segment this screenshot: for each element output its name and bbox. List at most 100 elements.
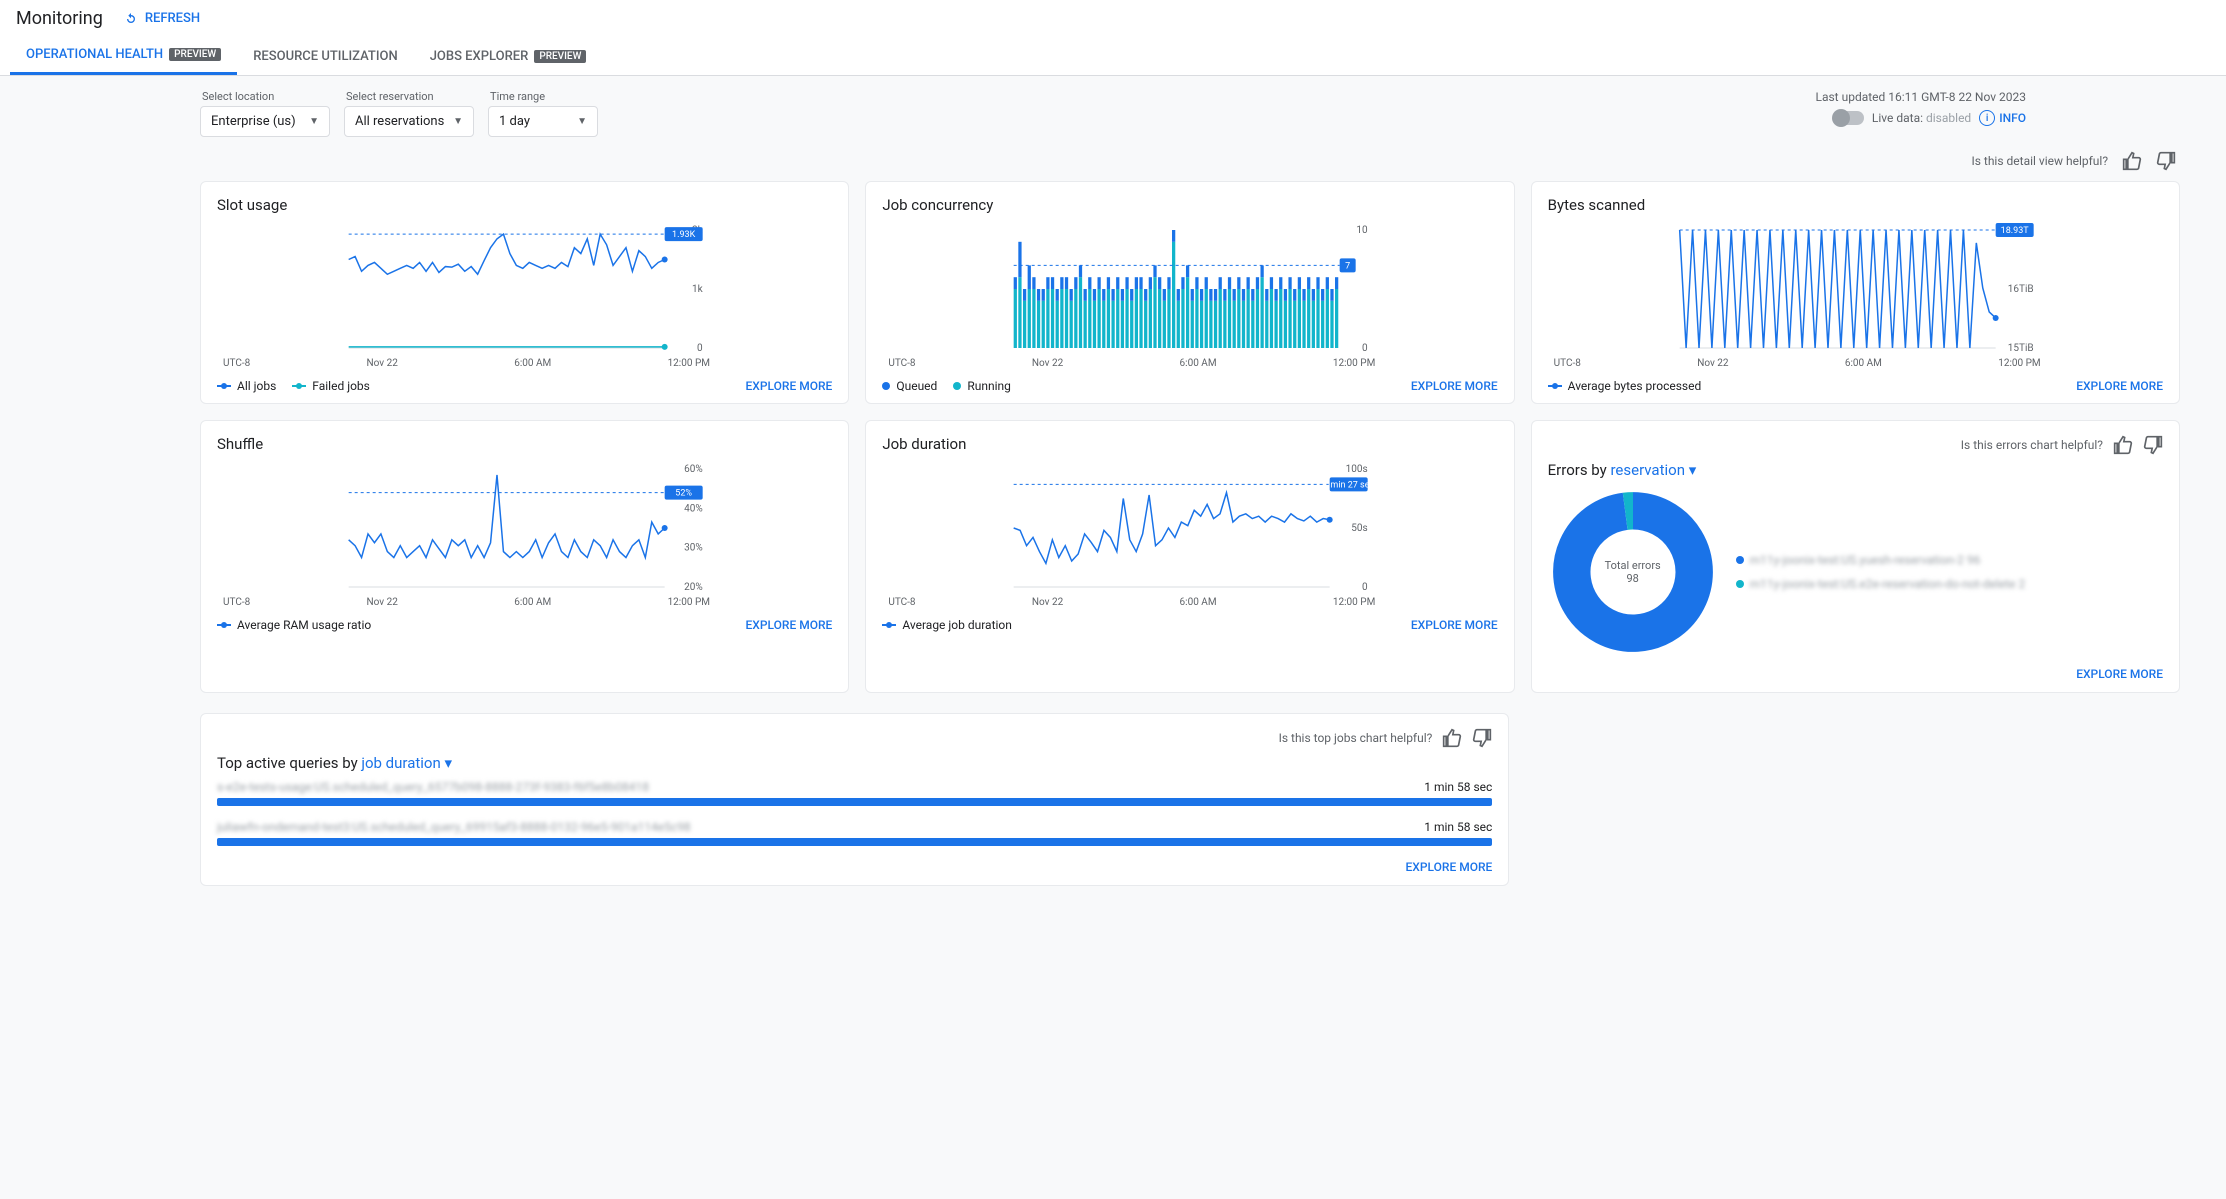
tab-jobs-explorer[interactable]: JOBS EXPLORER PREVIEW bbox=[414, 37, 603, 75]
query-duration: 1 min 58 sec bbox=[1424, 820, 1492, 834]
explore-more-link[interactable]: EXPLORE MORE bbox=[2076, 667, 2163, 681]
explore-more-link[interactable]: EXPLORE MORE bbox=[746, 618, 833, 632]
time-range-label: Time range bbox=[488, 90, 598, 103]
info-button[interactable]: i INFO bbox=[1979, 110, 2026, 126]
errors-donut-chart: Total errors 98 bbox=[1548, 487, 1718, 657]
donut-center-value: 98 bbox=[1626, 572, 1638, 585]
bytes-scanned-card: Bytes scanned 18TiB16TiB15TiB18.93T UTC-… bbox=[1531, 181, 2180, 404]
svg-text:0: 0 bbox=[1362, 582, 1368, 591]
info-label: INFO bbox=[1999, 111, 2026, 125]
chevron-down-icon: ▼ bbox=[309, 116, 319, 127]
reservation-dropdown[interactable]: All reservations ▼ bbox=[344, 106, 474, 137]
query-name: juliawfn-ondemand-test3:US.scheduled_que… bbox=[217, 820, 691, 834]
feedback-question: Is this detail view helpful? bbox=[1971, 154, 2108, 168]
card-title: Bytes scanned bbox=[1548, 196, 2163, 214]
job-duration-chart: 100s 50s 0 1 min 27 sec bbox=[882, 461, 1497, 591]
bytes-scanned-chart: 18TiB16TiB15TiB18.93T bbox=[1548, 222, 2163, 352]
legend-item: m11y-joonix-test:US.e2e-reservation-do-n… bbox=[1736, 577, 2026, 591]
slot-usage-chart: 2k1k01.93K bbox=[217, 222, 832, 352]
dropdown-value: 1 day bbox=[499, 114, 530, 129]
tab-label: RESOURCE UTILIZATION bbox=[253, 49, 397, 64]
thumbs-down-icon[interactable] bbox=[1472, 728, 1492, 748]
svg-text:16TiB: 16TiB bbox=[2007, 284, 2033, 295]
chevron-down-icon: ▼ bbox=[453, 116, 463, 127]
svg-text:10: 10 bbox=[1357, 225, 1369, 236]
refresh-icon bbox=[123, 11, 139, 27]
explore-more-link[interactable]: EXPLORE MORE bbox=[1406, 860, 1493, 874]
card-title: Shuffle bbox=[217, 435, 832, 453]
svg-text:20%: 20% bbox=[684, 582, 703, 591]
job-duration-card: Job duration 100s50s01 min 27 sec UTC-8N… bbox=[865, 420, 1514, 693]
legend-item: m11y-joonix-test:US.yuesh-reservation-2 … bbox=[1736, 553, 2026, 567]
svg-text:18.93T: 18.93T bbox=[2000, 226, 2029, 236]
location-label: Select location bbox=[200, 90, 330, 103]
tab-operational-health[interactable]: OPERATIONAL HEALTH PREVIEW bbox=[10, 37, 237, 75]
legend-item: Average job duration bbox=[882, 618, 1012, 632]
feedback-question: Is this errors chart helpful? bbox=[1961, 438, 2103, 452]
thumbs-down-icon[interactable] bbox=[2156, 151, 2176, 171]
query-bar bbox=[217, 798, 1492, 806]
shuffle-chart: 60% 40% 30% 20% 52% bbox=[217, 461, 832, 591]
x-axis: UTC-8Nov 226:00 AM12:00 PM bbox=[1548, 356, 2163, 369]
svg-text:50s: 50s bbox=[1352, 523, 1368, 534]
tab-label: JOBS EXPLORER bbox=[430, 49, 529, 64]
errors-by-dropdown[interactable]: reservation ▾ bbox=[1610, 461, 1696, 479]
card-title: Slot usage bbox=[217, 196, 832, 214]
thumbs-up-icon[interactable] bbox=[2122, 151, 2142, 171]
location-dropdown[interactable]: Enterprise (us) ▼ bbox=[200, 106, 330, 137]
legend-item: Running bbox=[953, 379, 1011, 393]
explore-more-link[interactable]: EXPLORE MORE bbox=[746, 379, 833, 393]
query-duration: 1 min 58 sec bbox=[1424, 780, 1492, 794]
donut-center-label: Total errors bbox=[1605, 559, 1661, 572]
x-axis: UTC-8Nov 226:00 AM12:00 PM bbox=[882, 356, 1497, 369]
preview-badge: PREVIEW bbox=[169, 48, 221, 61]
last-updated: Last updated 16:11 GMT-8 22 Nov 2023 bbox=[1816, 90, 2027, 104]
errors-card: Is this errors chart helpful? Errors by … bbox=[1531, 420, 2180, 693]
svg-text:15TiB: 15TiB bbox=[2007, 343, 2033, 352]
legend-item: Average bytes processed bbox=[1548, 379, 1702, 393]
time-range-dropdown[interactable]: 1 day ▼ bbox=[488, 106, 598, 137]
slot-usage-card: Slot usage 2k1k01.93K UTC-8Nov 226:00 AM… bbox=[200, 181, 849, 404]
tab-resource-utilization[interactable]: RESOURCE UTILIZATION bbox=[237, 37, 413, 75]
refresh-label: REFRESH bbox=[145, 11, 200, 26]
tabs: OPERATIONAL HEALTH PREVIEW RESOURCE UTIL… bbox=[0, 37, 2226, 76]
thumbs-up-icon[interactable] bbox=[2113, 435, 2133, 455]
chevron-down-icon: ▼ bbox=[577, 116, 587, 127]
svg-text:52%: 52% bbox=[675, 489, 692, 499]
dropdown-value: Enterprise (us) bbox=[211, 114, 296, 129]
query-row: s-e2e-tests-usage:US.scheduled_query_657… bbox=[217, 780, 1492, 806]
query-name: s-e2e-tests-usage:US.scheduled_query_657… bbox=[217, 780, 649, 794]
thumbs-down-icon[interactable] bbox=[2143, 435, 2163, 455]
live-data-toggle[interactable] bbox=[1834, 111, 1864, 125]
svg-text:30%: 30% bbox=[684, 543, 703, 554]
x-axis: UTC-8Nov 226:00 AM12:00 PM bbox=[882, 595, 1497, 608]
x-axis: UTC-8Nov 226:00 AM12:00 PM bbox=[217, 356, 832, 369]
card-title: Job concurrency bbox=[882, 196, 1497, 214]
thumbs-up-icon[interactable] bbox=[1442, 728, 1462, 748]
explore-more-link[interactable]: EXPLORE MORE bbox=[1411, 618, 1498, 632]
shuffle-card: Shuffle 60%40%30%20%52% UTC-8Nov 226:00 … bbox=[200, 420, 849, 693]
legend-item: Queued bbox=[882, 379, 937, 393]
job-concurrency-card: Job concurrency 1007 UTC-8Nov 226:00 AM1… bbox=[865, 181, 1514, 404]
top-queries-card: Is this top jobs chart helpful? Top acti… bbox=[200, 713, 1509, 886]
query-row: juliawfn-ondemand-test3:US.scheduled_que… bbox=[217, 820, 1492, 846]
svg-text:1k: 1k bbox=[692, 284, 704, 295]
explore-more-link[interactable]: EXPLORE MORE bbox=[2076, 379, 2163, 393]
queries-by-dropdown[interactable]: job duration ▾ bbox=[361, 754, 452, 772]
svg-text:0: 0 bbox=[1362, 343, 1368, 352]
feedback-question: Is this top jobs chart helpful? bbox=[1279, 731, 1433, 745]
svg-text:40%: 40% bbox=[684, 503, 703, 514]
preview-badge: PREVIEW bbox=[534, 50, 586, 63]
card-title: Errors by reservation ▾ bbox=[1548, 461, 2163, 479]
card-title: Top active queries by job duration ▾ bbox=[217, 754, 1492, 772]
svg-text:60%: 60% bbox=[684, 464, 703, 475]
refresh-button[interactable]: REFRESH bbox=[123, 11, 200, 27]
svg-text:0: 0 bbox=[697, 343, 703, 352]
svg-text:100s: 100s bbox=[1346, 464, 1368, 475]
job-concurrency-chart: 1007 bbox=[882, 222, 1497, 352]
explore-more-link[interactable]: EXPLORE MORE bbox=[1411, 379, 1498, 393]
page-title: Monitoring bbox=[16, 8, 103, 29]
svg-text:1 min 27 sec: 1 min 27 sec bbox=[1323, 480, 1374, 490]
legend-item: All jobs bbox=[217, 379, 276, 393]
live-data-label: Live data: disabled bbox=[1872, 111, 1971, 125]
